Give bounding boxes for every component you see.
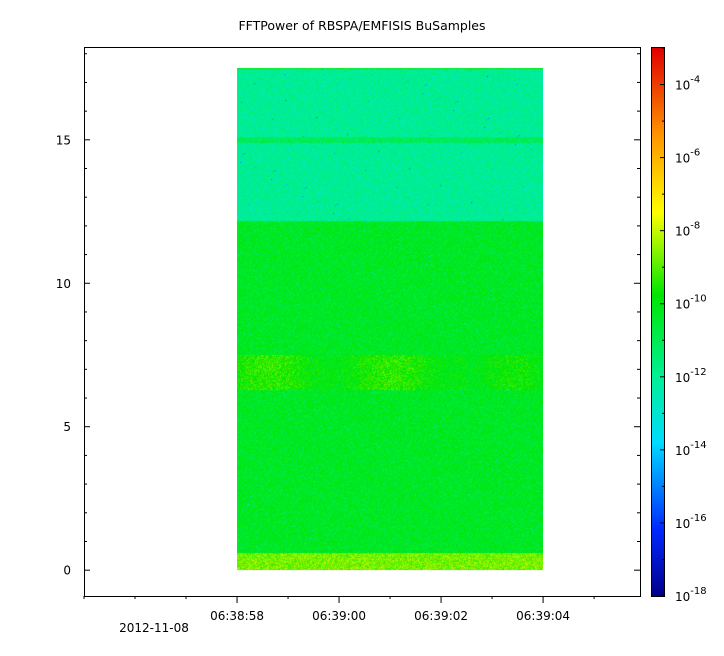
x-tick-label: 06:39:02 (414, 609, 468, 623)
y-tick-label: 0 (63, 564, 71, 578)
colorbar-tick-label: 10-14 (675, 440, 707, 458)
chart-title: FFTPower of RBSPA/EMFISIS BuSamples (238, 18, 485, 33)
colorbar-tick-label: 10-6 (675, 148, 700, 166)
x-axis: 06:38:58 06:39:00 06:39:02 06:39:04 (83, 596, 595, 623)
x-tick-label: 06:39:04 (516, 609, 570, 623)
colorbar-frame (651, 47, 665, 597)
y-tick-label: 5 (63, 420, 71, 434)
y-axis: 0 5 10 15 (56, 53, 640, 578)
x-tick-label: 06:38:58 (210, 609, 264, 623)
colorbar-axis: 10-4 10-6 10-8 10-10 10-12 10-14 10-16 10-18 (660, 47, 707, 604)
colorbar-tick-label: 10-4 (675, 75, 700, 93)
y-tick-label: 15 (56, 133, 71, 147)
colorbar-tick-label: 10-8 (675, 221, 700, 239)
x-date-label: 2012-11-08 (119, 621, 189, 635)
spectrogram-image (237, 68, 544, 571)
x-tick-label: 06:39:00 (312, 609, 366, 623)
y-tick-label: 10 (56, 277, 71, 291)
colorbar-tick-label: 10-12 (675, 367, 707, 385)
colorbar-gradient (652, 48, 664, 596)
colorbar-tick-label: 10-18 (675, 586, 707, 604)
colorbar-tick-label: 10-10 (675, 294, 707, 312)
colorbar-tick-label: 10-16 (675, 513, 707, 531)
